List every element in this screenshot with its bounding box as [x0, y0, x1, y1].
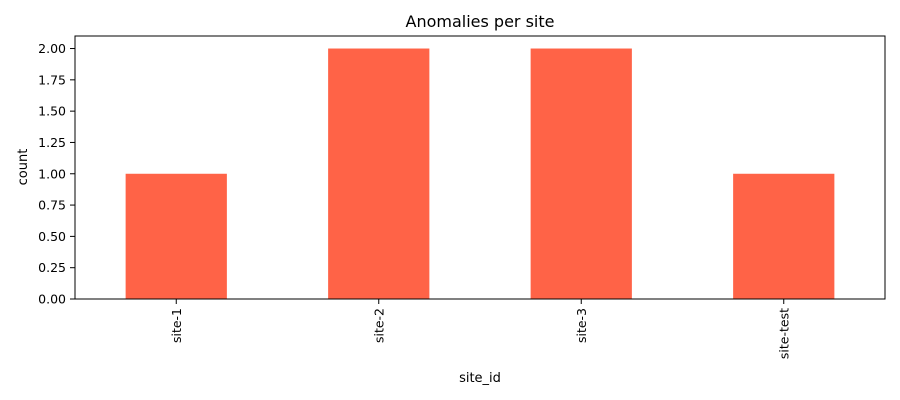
x-tick-label-site-2: site-2 — [371, 308, 386, 343]
bar-site-2 — [328, 48, 430, 300]
y-tick-label: 1.00 — [38, 166, 66, 181]
y-axis-ticks: 0.00 0.25 0.50 0.75 1.00 1.25 1.50 1.75 2.00 — [38, 41, 75, 307]
bar-site-1 — [125, 173, 227, 299]
plot-area-frame — [74, 35, 886, 300]
bars-group — [125, 48, 835, 300]
y-tick-label: 1.25 — [38, 135, 66, 150]
chart-title: Anomalies per site — [406, 12, 555, 31]
bar-site-3 — [530, 48, 632, 300]
y-tick-label: 0.75 — [38, 198, 66, 213]
x-tick-label-site-test: site-test — [776, 308, 791, 359]
y-axis-label: count — [16, 149, 31, 186]
bar-site-test — [733, 173, 835, 299]
y-tick-label: 1.75 — [38, 72, 66, 87]
x-tick-label-site-3: site-3 — [574, 308, 589, 343]
x-axis-ticks: site-1 site-2 site-3 site-test — [169, 299, 791, 359]
x-tick-label-site-1: site-1 — [169, 308, 184, 343]
x-axis-label: site_id — [459, 371, 501, 386]
y-tick-label: 1.50 — [38, 104, 66, 119]
y-tick-label: 0.25 — [38, 260, 66, 275]
y-tick-label: 2.00 — [38, 41, 66, 56]
y-tick-label: 0.00 — [38, 292, 66, 307]
y-tick-label: 0.50 — [38, 229, 66, 244]
